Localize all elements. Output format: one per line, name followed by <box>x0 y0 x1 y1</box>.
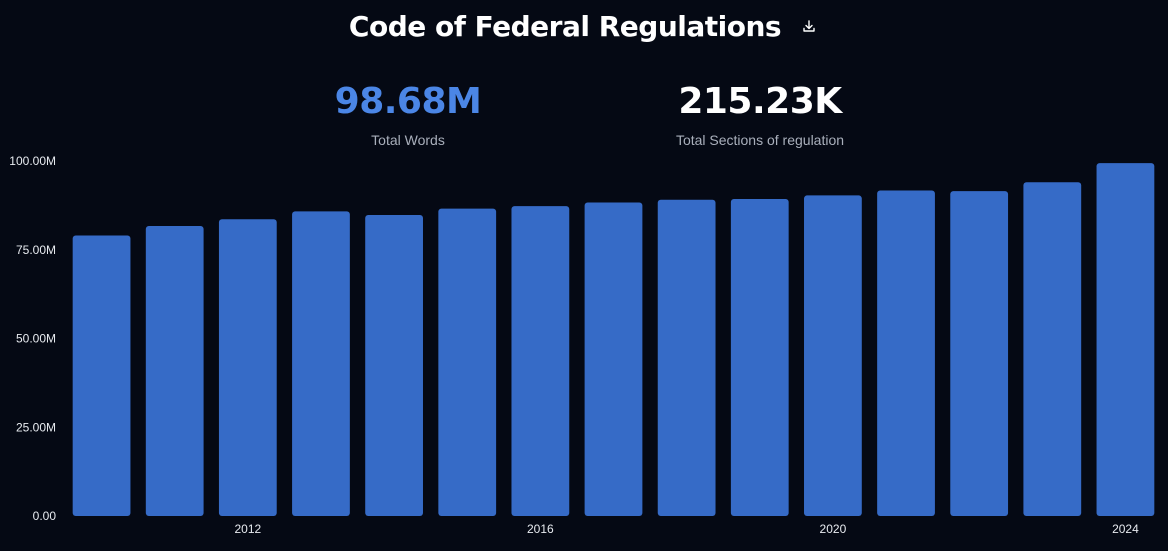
bar-2019[interactable] <box>730 198 789 517</box>
y-axis: 0.00 25.00M 50.00M 75.00M 100.00M <box>9 154 56 523</box>
y-tick-label: 50.00M <box>16 332 56 346</box>
bar-2013[interactable] <box>292 211 350 516</box>
total-sections-stat: 215.23K Total Sections of regulation <box>630 80 890 148</box>
stats-row: 98.68M Total Words 215.23K Total Section… <box>0 80 1168 160</box>
total-sections-value: 215.23K <box>678 81 842 122</box>
bar-2015[interactable] <box>438 208 497 516</box>
page-title: Code of Federal Regulations <box>348 9 782 43</box>
x-tick-label: 2024 <box>1112 522 1139 536</box>
download-button[interactable] <box>799 16 819 36</box>
total-words-stat: 98.68M Total Words <box>278 80 538 148</box>
bar-2021[interactable] <box>877 190 935 516</box>
x-tick-label: 2020 <box>820 522 847 536</box>
y-tick-label: 25.00M <box>16 420 56 434</box>
y-tick-label: 0.00 <box>33 509 57 523</box>
x-tick-label: 2012 <box>234 522 261 536</box>
x-axis: 2012 2016 2020 2024 <box>234 522 1139 536</box>
header: Code of Federal Regulations <box>0 4 1168 48</box>
download-icon <box>803 20 815 32</box>
bar-2011[interactable] <box>145 225 204 516</box>
y-tick-label: 75.00M <box>16 243 56 257</box>
bar-2023[interactable] <box>1023 182 1082 517</box>
total-words-value: 98.68M <box>334 81 482 122</box>
bar-2012[interactable] <box>218 219 277 516</box>
bar-2010[interactable] <box>72 235 131 517</box>
bar-2014[interactable] <box>365 214 423 516</box>
y-tick-label: 100.00M <box>9 154 56 168</box>
total-sections-label: Total Sections of regulation <box>675 132 845 148</box>
bar-2018[interactable] <box>657 199 716 516</box>
bar-2017[interactable] <box>584 202 643 516</box>
x-tick-label: 2016 <box>527 522 554 536</box>
bars <box>72 163 1155 517</box>
bar-2016[interactable] <box>511 206 570 516</box>
bar-2022[interactable] <box>950 191 1009 517</box>
bar-2020[interactable] <box>804 195 862 516</box>
total-words-label: Total Words <box>371 132 445 148</box>
bar-2024[interactable] <box>1096 163 1155 516</box>
